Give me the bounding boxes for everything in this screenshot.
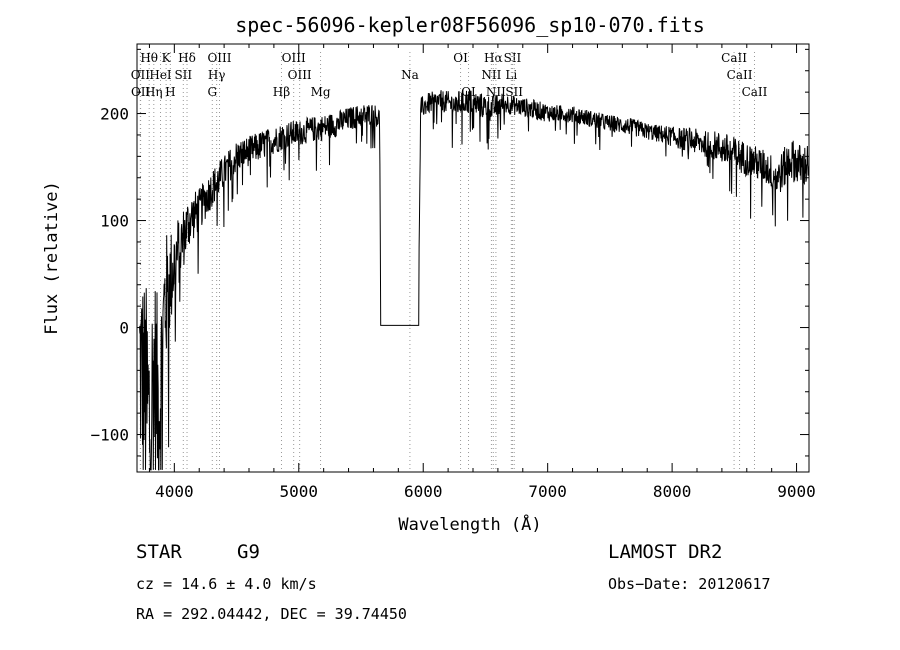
marker-label: OIII <box>282 51 306 65</box>
spectrum-chart: spec-56096-kepler08F56096_sp10-070.fits … <box>42 13 816 535</box>
y-axis-label: Flux (relative) <box>42 181 62 335</box>
x-tick-label: 7000 <box>528 482 567 501</box>
object-class: STAR <box>136 541 182 563</box>
marker-label: NII <box>486 85 506 99</box>
marker-label: SII <box>505 85 523 99</box>
x-tick-label: 4000 <box>155 482 194 501</box>
marker-label: CaII <box>742 85 768 99</box>
obs-date-text: Obs−Date: 20120617 <box>608 575 771 593</box>
marker-label: Hθ <box>140 51 158 65</box>
y-tick-label: 100 <box>100 212 129 231</box>
x-tick-label: 5000 <box>280 482 319 501</box>
marker-label: Mg <box>311 85 331 99</box>
x-tick-label: 8000 <box>653 482 692 501</box>
marker-label: H <box>165 85 175 99</box>
marker-label: Hδ <box>178 51 196 65</box>
marker-label: SII <box>174 68 192 82</box>
survey-name: LAMOST DR2 <box>608 541 723 563</box>
redshift-text: cz = 14.6 ± 4.0 km/s <box>136 575 317 593</box>
marker-label: Li <box>505 68 517 82</box>
y-tick-label: 200 <box>100 105 129 124</box>
marker-label: OIII <box>207 51 231 65</box>
axis-ticks: 4000 5000 6000 7000 8000 9000 −100 0 100 200 <box>90 44 816 501</box>
marker-label: Hβ <box>273 85 290 99</box>
y-tick-label: 0 <box>119 319 129 338</box>
marker-label: CaII <box>721 51 747 65</box>
marker-label: OII <box>131 68 151 82</box>
x-tick-label: 9000 <box>777 482 816 501</box>
marker-label: Hα <box>484 51 503 65</box>
marker-label: G <box>207 85 217 99</box>
marker-label: CaII <box>727 68 753 82</box>
marker-label: NII <box>481 68 501 82</box>
chart-title: spec-56096-kepler08F56096_sp10-070.fits <box>235 13 705 37</box>
x-axis-label: Wavelength (Å) <box>398 513 541 535</box>
spectrum-line <box>139 89 810 471</box>
marker-label: Hγ <box>208 68 226 82</box>
y-tick-label: −100 <box>90 426 129 445</box>
object-subclass: G9 <box>237 541 260 563</box>
marker-label: OIII <box>288 68 312 82</box>
marker-label: HeI <box>149 68 172 82</box>
marker-label: SII <box>504 51 522 65</box>
marker-label: OI <box>453 51 468 65</box>
coordinates-text: RA = 292.04442, DEC = 39.74450 <box>136 605 407 623</box>
marker-label: Na <box>401 68 419 82</box>
x-tick-label: 6000 <box>404 482 443 501</box>
marker-label: Hη <box>145 85 163 99</box>
marker-label: K <box>162 51 172 65</box>
